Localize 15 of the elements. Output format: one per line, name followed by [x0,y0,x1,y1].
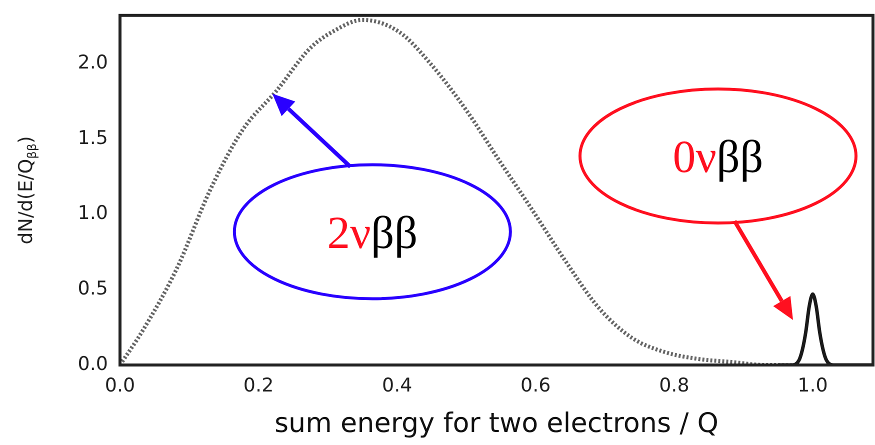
y-tick-label: 2.0 [78,52,108,74]
x-tick-label: 0.6 [520,374,551,396]
x-tick-label: 0.4 [382,374,412,396]
line-series [120,18,794,365]
y-tick-label: 0.0 [78,352,108,375]
x-tick-label: 0.0 [104,374,136,396]
annotation: 2νββ [327,206,418,258]
y-tick-label: 1.5 [78,126,108,149]
x-tick-label: 1.0 [798,374,828,396]
y-tick-label: 0.5 [78,278,108,300]
x-tick-label: 0.8 [659,374,690,396]
x-axis-title: sum energy for two electrons / Q [274,408,719,439]
x-tick-label: 0.2 [243,374,274,396]
annotation: 0νββ [672,131,764,182]
y-tick-label: 1.0 [78,202,108,224]
